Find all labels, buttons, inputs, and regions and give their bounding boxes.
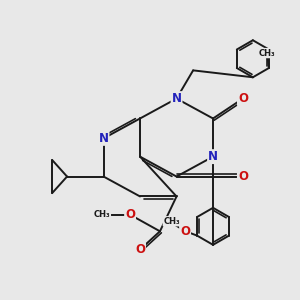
Text: O: O (125, 208, 135, 221)
Text: CH₃: CH₃ (259, 49, 276, 58)
Text: O: O (180, 225, 190, 238)
Text: CH₃: CH₃ (94, 210, 110, 219)
Text: O: O (238, 92, 248, 105)
Text: N: N (208, 150, 218, 163)
Text: O: O (135, 243, 145, 256)
Text: N: N (172, 92, 182, 105)
Text: CH₃: CH₃ (163, 217, 180, 226)
Text: O: O (238, 170, 248, 183)
Text: N: N (98, 132, 109, 145)
